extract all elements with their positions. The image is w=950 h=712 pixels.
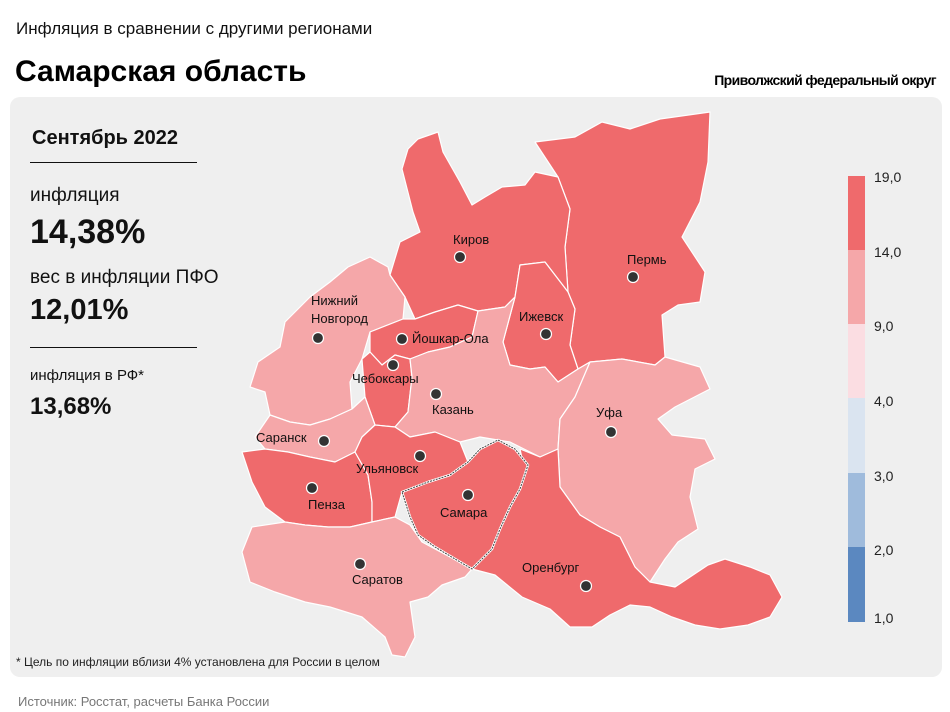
weight-value: 12,01%	[30, 294, 129, 326]
weight-label: вес в инфляции ПФО	[30, 267, 219, 288]
rf-inflation-label: инфляция в РФ*	[30, 367, 145, 384]
city-label-ulyanovsk: Ульяновск	[356, 461, 418, 476]
region-saratov	[241, 516, 473, 658]
city-dot-samara	[461, 488, 475, 502]
divider-bottom	[30, 347, 197, 348]
rf-inflation-value: 13,68%	[30, 393, 112, 420]
footnote: * Цель по инфляции вблизи 4% установлена…	[16, 655, 380, 669]
inflation-label: инфляция	[30, 185, 120, 206]
period-label: Сентябрь 2022	[32, 127, 179, 149]
legend-tick-2: 2,0	[874, 542, 894, 558]
city-label-saratov: Саратов	[352, 572, 403, 587]
city-label-orenburg: Оренбург	[522, 560, 579, 575]
city-label-kazan: Казань	[432, 402, 474, 417]
legend-band-14-19	[848, 176, 865, 250]
city-label-yoshkar: Йошкар-Ола	[412, 331, 489, 346]
legend-band-1-2	[848, 547, 865, 622]
city-label-saransk: Саранск	[256, 430, 307, 445]
legend-tick-3: 3,0	[874, 468, 894, 484]
city-dot-penza	[305, 481, 319, 495]
region-orenburg	[471, 448, 783, 630]
city-dot-orenburg	[579, 579, 593, 593]
city-label-perm: Пермь	[627, 252, 667, 267]
city-label-ufa: Уфа	[596, 405, 623, 420]
city-dot-cheboksary	[386, 358, 400, 372]
city-dot-kazan	[429, 387, 443, 401]
legend-tick-4: 4,0	[874, 393, 894, 409]
page-title: Самарская область	[15, 55, 307, 88]
page-subtitle: Инфляция в сравнении с другими регионами	[16, 19, 373, 38]
city-label-cheboksary: Чебоксары	[352, 371, 419, 386]
city-dot-yoshkar	[395, 332, 409, 346]
city-label-samara: Самара	[440, 505, 488, 520]
city-dot-kirov	[453, 250, 467, 264]
region-map: Киров Пермь Нижний Новгород Йошкар-Ола И…	[241, 111, 783, 658]
city-dot-perm	[626, 270, 640, 284]
city-dot-ulyanovsk	[413, 449, 427, 463]
city-dot-nizhny	[311, 331, 325, 345]
district-label: Приволжский федеральный округ	[714, 72, 936, 88]
legend-band-2-3	[848, 473, 865, 547]
legend-tick-14: 14,0	[874, 244, 902, 260]
city-label-kirov: Киров	[453, 232, 489, 247]
source-note: Источник: Росстат, расчеты Банка России	[18, 694, 270, 709]
divider-top	[30, 162, 197, 163]
city-dot-saransk	[317, 434, 331, 448]
legend-band-3-4	[848, 398, 865, 473]
legend-tick-1: 1,0	[874, 610, 894, 626]
city-dot-saratov	[353, 557, 367, 571]
city-label-izhevsk: Ижевск	[519, 309, 564, 324]
legend-band-4-9	[848, 324, 865, 398]
city-label-penza: Пенза	[308, 497, 346, 512]
city-label-nizhny-2: Новгород	[311, 311, 368, 326]
legend-tick-19: 19,0	[874, 169, 902, 185]
inflation-value: 14,38%	[30, 213, 146, 251]
map-panel: Киров Пермь Нижний Новгород Йошкар-Ола И…	[10, 97, 942, 677]
city-dot-izhevsk	[539, 327, 553, 341]
city-label-nizhny-1: Нижний	[311, 293, 358, 308]
city-dot-ufa	[604, 425, 618, 439]
legend-band-9-14	[848, 250, 865, 324]
legend-tick-9: 9,0	[874, 318, 894, 334]
